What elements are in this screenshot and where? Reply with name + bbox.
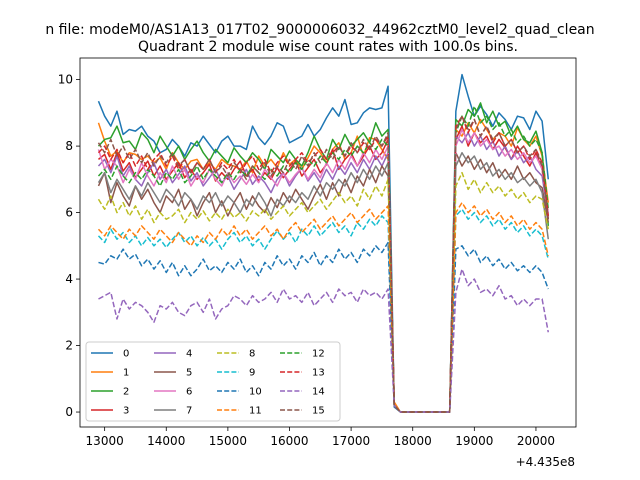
legend-label-15: 15 — [312, 406, 325, 417]
axes-frame — [79, 57, 577, 428]
legend-label-3: 3 — [123, 406, 129, 417]
legend-box — [85, 341, 341, 422]
y-tick-label: 8 — [65, 139, 73, 153]
series-line-5 — [97, 151, 550, 413]
y-tick-label: 2 — [65, 339, 73, 353]
legend-label-12: 12 — [312, 349, 325, 360]
x-tick-label: 19000 — [455, 434, 493, 448]
chart-title: Quadrant 2 module wise count rates with … — [138, 39, 518, 55]
y-tick-label: 0 — [65, 405, 73, 419]
legend-label-1: 1 — [123, 368, 129, 379]
series-line-14 — [98, 268, 550, 413]
x-tick-label: 20000 — [517, 434, 555, 448]
series-line-9 — [97, 208, 549, 413]
x-tick-label: 17000 — [332, 434, 370, 448]
series-line-0 — [97, 73, 550, 413]
series-line-8 — [97, 171, 550, 413]
series-line-12 — [97, 105, 550, 413]
plot-area: 13000 14000 15000 16000 17000 18000 19000 20000… — [58, 57, 577, 469]
y-tick-label: 4 — [65, 272, 73, 286]
legend-label-9: 9 — [249, 368, 255, 379]
legend-label-4: 4 — [186, 349, 192, 360]
legend-label-13: 13 — [312, 368, 325, 379]
legend-label-14: 14 — [312, 387, 325, 398]
legend-label-6: 6 — [186, 387, 192, 398]
axes-layer: 13000 14000 15000 16000 17000 18000 19000 20000… — [58, 57, 577, 448]
x-tick-label: 16000 — [270, 434, 308, 448]
series-line-6 — [97, 128, 550, 413]
series-layer — [97, 73, 550, 413]
x-tick-label: 14000 — [147, 434, 185, 448]
legend-label-11: 11 — [249, 406, 262, 417]
x-tick-label: 13000 — [86, 434, 124, 448]
series-line-4 — [97, 132, 550, 413]
legend-label-2: 2 — [123, 387, 129, 398]
series-line-13 — [97, 115, 550, 413]
legend-label-0: 0 — [123, 349, 129, 360]
series-line-15 — [97, 115, 550, 413]
y-tick-label: 6 — [65, 206, 73, 220]
legend-label-8: 8 — [249, 349, 255, 360]
x-tick-label: 15000 — [209, 434, 247, 448]
series-line-7 — [97, 151, 550, 413]
legend-label-10: 10 — [249, 387, 262, 398]
legend-label-5: 5 — [186, 368, 192, 379]
legend-label-7: 7 — [186, 406, 192, 417]
x-tick-label: 18000 — [394, 434, 432, 448]
series-line-10 — [98, 241, 549, 413]
series-line-11 — [97, 201, 550, 413]
y-tick-label: 10 — [58, 73, 73, 87]
suptitle: n file: modeM0/AS1A13_017T02_9000006032_… — [45, 22, 594, 38]
x-offset-label: +4.435e8 — [516, 455, 575, 469]
series-line-2 — [97, 102, 550, 413]
